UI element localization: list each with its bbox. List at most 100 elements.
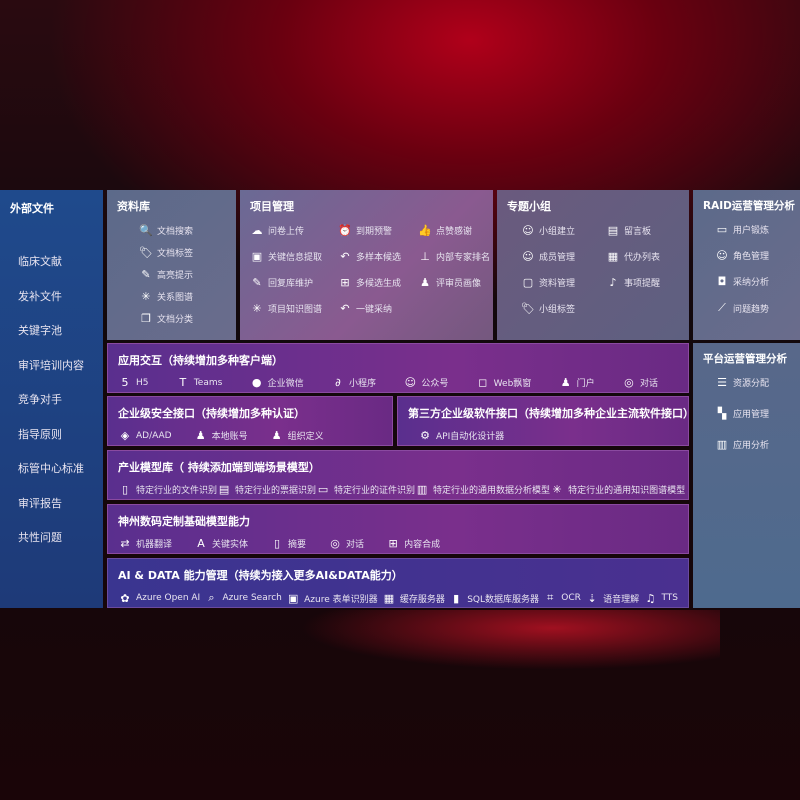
- bell-icon: ♪: [609, 276, 617, 289]
- list-item[interactable]: ⇄ 机器翻译: [118, 537, 172, 550]
- list-item[interactable]: ✳ 关系图谱: [139, 290, 226, 303]
- list-item[interactable]: ▣ 关键信息提取: [250, 250, 338, 263]
- list-item[interactable]: 临床文献: [18, 255, 62, 269]
- item-label: 到期预警: [356, 227, 393, 237]
- person-icon: ♟: [420, 276, 430, 289]
- list-item[interactable]: ✎ 回复库维护: [250, 276, 338, 289]
- list-item[interactable]: ♪ 事项提醒: [606, 276, 686, 289]
- item-label: 留言板: [624, 227, 652, 237]
- list-item[interactable]: 审评报告: [18, 496, 62, 510]
- thumbs-up-icon: 👍: [418, 224, 432, 237]
- list-item[interactable]: ● 企业微信: [250, 376, 304, 389]
- list-item[interactable]: 共性问题: [18, 531, 62, 545]
- item-label: 点赞感谢: [436, 227, 473, 237]
- list-item[interactable]: ◎ 对话: [622, 376, 658, 389]
- list-item[interactable]: ⌕ Azure Search: [204, 591, 282, 605]
- list-item[interactable]: ⇣ 语音理解: [585, 591, 640, 605]
- list-item[interactable]: 关键字池: [18, 324, 62, 338]
- list-item[interactable]: ☰ 资源分配: [715, 376, 790, 389]
- list-item[interactable]: ↶ 多样本候选: [338, 250, 418, 263]
- list-item[interactable]: ↶ 一键采纳: [338, 302, 418, 315]
- list-item[interactable]: T Teams: [176, 376, 222, 389]
- list-item[interactable]: ⊞ 内容合成: [386, 537, 440, 550]
- list-item[interactable]: 👍 点赞感谢: [418, 224, 493, 237]
- id-card-icon: ▭: [716, 223, 728, 236]
- list-item[interactable]: 审评培训内容: [18, 358, 84, 372]
- list-item[interactable]: ✿ Azure Open AI: [118, 591, 200, 605]
- panel-title: 神州数码定制基础模型能力: [118, 515, 250, 528]
- list-item[interactable]: ❐ 文档分类: [139, 312, 226, 325]
- list-item[interactable]: ⚙ API自动化设计器: [418, 429, 504, 442]
- list-item[interactable]: ◻ Web飘窗: [476, 376, 532, 389]
- panel-title: 产业模型库（ 持续添加端到端场景模型）: [118, 461, 320, 474]
- list-item[interactable]: ⌗ OCR: [543, 591, 581, 605]
- list-item[interactable]: 🔍 文档搜索: [139, 224, 226, 237]
- tag-icon: 🏷: [521, 302, 535, 315]
- receipt-icon: ▤: [218, 483, 230, 496]
- list-item[interactable]: ▥ 特定行业的通用数据分析模型: [415, 483, 550, 496]
- list-item[interactable]: ✳ 特定行业的通用知识图谱模型: [550, 483, 685, 496]
- list-item[interactable]: 标管中心标准: [18, 462, 84, 476]
- list-item[interactable]: ⟋ 问题趋势: [715, 301, 790, 315]
- industry-model-panel: 产业模型库（ 持续添加端到端场景模型） ▯ 特定行业的文件识别 ▤ 特定行业的票据识别…: [107, 450, 689, 500]
- tag-icon: 🏷: [139, 246, 153, 259]
- gear-icon: ⚙: [420, 429, 430, 442]
- list-item[interactable]: ▢ 资料管理: [521, 276, 606, 289]
- puzzle-icon: ⊞: [388, 537, 398, 550]
- list-item[interactable]: ▯ 特定行业的文件识别: [118, 483, 217, 496]
- sql-icon: ▮: [453, 591, 460, 605]
- list-item[interactable]: ☺ 小组建立: [521, 224, 606, 237]
- list-item[interactable]: ▦ 缓存服务器: [382, 591, 445, 605]
- list-item[interactable]: ☺ 成员管理: [521, 250, 606, 263]
- graph-icon: ✳: [252, 302, 262, 315]
- list-item[interactable]: ♫ TTS: [643, 591, 679, 605]
- list-item[interactable]: 竞争对手: [18, 393, 62, 407]
- list-item[interactable]: ▚ 应用管理: [715, 407, 790, 420]
- list-item[interactable]: ▯ 摘要: [270, 537, 306, 550]
- list-item[interactable]: 发补文件: [18, 289, 62, 303]
- item-label: 小组标签: [539, 305, 576, 315]
- list-item[interactable]: 5 H5: [118, 376, 149, 389]
- list-item[interactable]: ☁ 问卷上传: [250, 224, 338, 237]
- item-label: 关系图谱: [157, 293, 194, 303]
- id-card-icon: ▭: [317, 483, 329, 496]
- list-item[interactable]: 指导原则: [18, 427, 62, 441]
- users-icon: ☺: [522, 224, 534, 237]
- list-item[interactable]: ♟ 评审员画像: [418, 276, 493, 289]
- item-label: 关键实体: [212, 540, 249, 550]
- list-item[interactable]: A 关键实体: [194, 537, 248, 550]
- list-item[interactable]: ▭ 用户锻炼: [715, 223, 790, 236]
- list-item[interactable]: ♟ 门户: [559, 376, 595, 389]
- item-label: 对话: [639, 379, 658, 389]
- list-item[interactable]: ▤ 留言板: [606, 224, 686, 237]
- item-label: 门户: [576, 379, 595, 389]
- list-item[interactable]: ◈ AD/AAD: [118, 429, 172, 442]
- list-item[interactable]: ▦ 代办列表: [606, 250, 686, 263]
- list-item[interactable]: ◎ 对话: [328, 537, 364, 550]
- list-item[interactable]: ▭ 特定行业的证件识别: [316, 483, 415, 496]
- item-label: 应用管理: [733, 410, 770, 420]
- openai-icon: ✿: [120, 591, 130, 605]
- list-item[interactable]: ▥ 应用分析: [715, 438, 790, 451]
- list-item[interactable]: ⏰ 到期预警: [338, 224, 418, 237]
- list-item[interactable]: ▣ Azure 表单识别器: [286, 591, 378, 605]
- list-item[interactable]: ♟ 组织定义: [270, 429, 324, 442]
- list-item[interactable]: 🏷 文档标签: [139, 246, 226, 259]
- list-item[interactable]: ☺ 角色管理: [715, 249, 790, 262]
- list-item[interactable]: 🏷 小组标签: [521, 302, 606, 315]
- list-item[interactable]: ⊞ 多候选生成: [338, 276, 418, 289]
- external-files-panel: 外部文件 临床文献 发补文件 关键字池 审评培训内容 竞争对手 指导原则 标管中心标准 审评报…: [0, 190, 103, 608]
- list-item[interactable]: ☺ 公众号: [403, 376, 449, 389]
- list-item[interactable]: ◘ 采纳分析: [715, 275, 790, 288]
- list-item[interactable]: ▮ SQL数据库服务器: [449, 591, 539, 605]
- list-item[interactable]: ✎ 高亮提示: [139, 268, 226, 281]
- list-item[interactable]: ∂ 小程序: [331, 376, 376, 389]
- list-item[interactable]: ✳ 项目知识图谱: [250, 302, 338, 315]
- item-label: 文档标签: [157, 249, 194, 259]
- list-item[interactable]: ▤ 特定行业的票据识别: [217, 483, 316, 496]
- list-item[interactable]: ♟ 本地账号: [194, 429, 248, 442]
- list-item[interactable]: ⊥ 内部专家排名: [418, 250, 493, 263]
- panel-title: 项目管理: [250, 200, 294, 213]
- image-icon: ▣: [251, 250, 263, 263]
- item-label: Web飘窗: [493, 379, 532, 389]
